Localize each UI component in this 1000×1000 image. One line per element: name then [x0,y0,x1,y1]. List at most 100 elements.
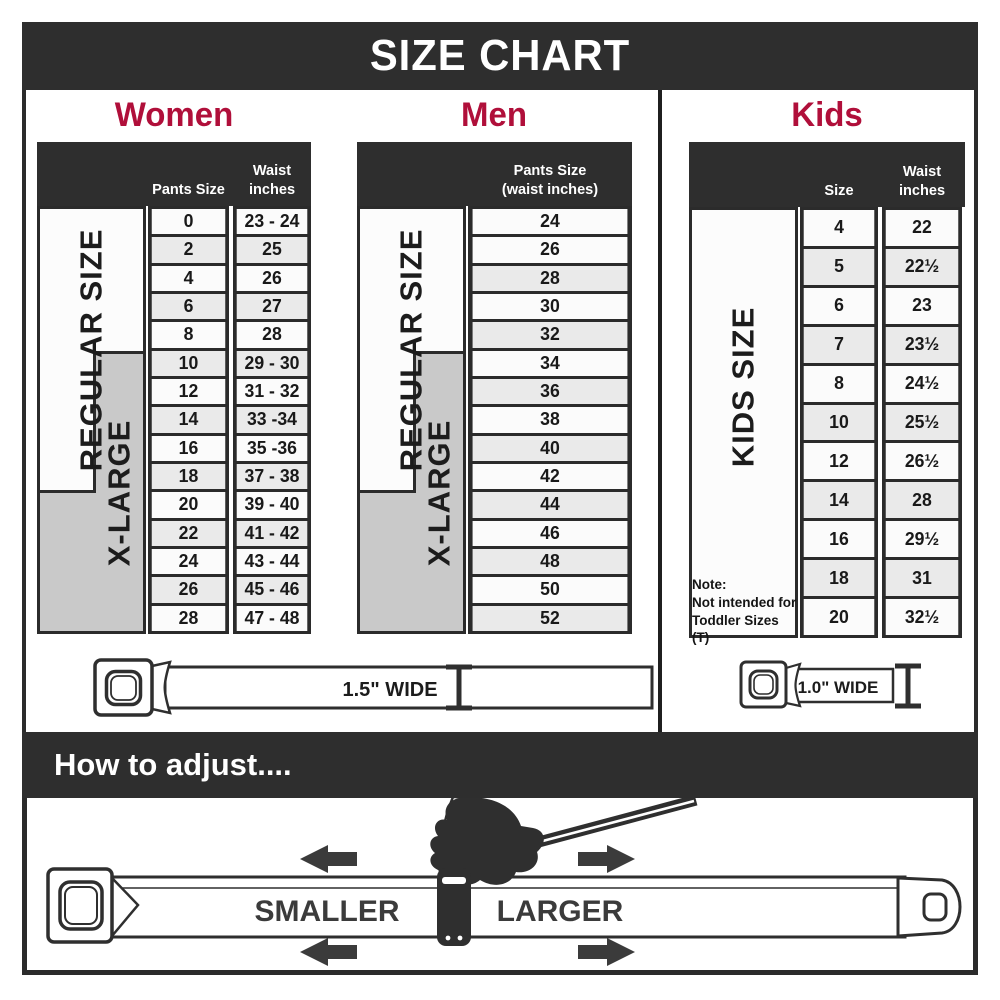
table-cell: 14 [803,482,875,519]
table-cell: 28 [472,265,628,291]
table-cell: 28 [885,482,959,519]
table-cell: 23½ [885,326,959,363]
kids-section-divider [658,90,662,732]
kids-note-line1: Note: [692,577,727,592]
table-cell: 22 [151,520,226,546]
women-xlarge-box [37,351,146,634]
how-to-adjust-heading: How to adjust.... [54,747,292,782]
belt-tip-slot [922,892,948,922]
table-cell: 50 [472,577,628,603]
table-cell: 2 [151,237,226,263]
men-heading: Men [461,96,527,134]
kids-belt-illustration: 1.0" WIDE [739,660,921,709]
women-col2-header-line2: inches [248,181,296,198]
table-cell: 6 [803,287,875,324]
table-cell: 4 [151,265,226,291]
table-cell: 28 [151,605,226,631]
table-cell: 41 - 42 [236,520,308,546]
table-cell: 39 - 40 [236,492,308,518]
table-cell: 45 - 46 [236,577,308,603]
men-table-header: Pants Size (waist inches) [357,142,632,206]
table-cell: 47 - 48 [236,605,308,631]
men-col-header-line2: (waist inches) [501,181,599,198]
table-cell: 10 [803,404,875,441]
main-chart-frame [22,90,978,732]
arrow-left-icon [300,938,357,966]
belt-strap [163,665,654,710]
table-cell: 29 - 30 [236,350,308,376]
table-cell: 12 [151,378,226,405]
men-col-header: Pants Size (waist inches) [470,161,629,199]
adjust-belt-illustration: SMALLER LARGER [46,794,962,966]
table-cell: 12 [803,443,875,480]
vertical-label-text: KIDS SIZE [725,306,761,468]
table-cell: 24 [151,548,226,575]
table-cell: 10 [151,350,226,376]
table-cell: 32½ [885,599,959,635]
men-size-column: 24 26 28 30 32 34 36 38 40 42 44 46 48 50 52 [468,206,632,634]
table-cell: 40 [472,435,628,461]
table-cell: 14 [151,407,226,433]
table-cell: 20 [151,492,226,518]
table-cell: 32 [472,322,628,348]
how-to-adjust-band: How to adjust.... [22,732,978,798]
women-table-header: Pants Size Waist inches [37,142,311,206]
women-col1-header: Pants Size [152,181,225,198]
kids-size-column: 4 5 6 7 8 10 12 14 16 18 20 [800,207,878,638]
kids-waist-column: 22 22½ 23 23½ 24½ 25½ 26½ 28 29½ 31 32½ [882,207,962,638]
kids-note-line2: Not intended for [692,594,797,610]
table-cell: 30 [472,293,628,320]
page-title: SIZE CHART [369,31,631,80]
table-cell: 46 [472,520,628,546]
kids-heading: Kids [791,96,863,134]
women-col2-header-line1: Waist [252,162,292,179]
vertical-label-text: X-LARGE [101,419,137,566]
pulling-hand-icon [430,797,544,885]
table-cell: 44 [472,492,628,518]
men-col-header-line1: Pants Size [513,162,587,179]
table-cell: 26 [472,237,628,263]
buckle-inner-line [110,675,137,701]
buckle-inner [104,669,143,707]
table-cell: 5 [803,248,875,285]
table-cell: 7 [803,326,875,363]
women-size-column: 0 2 4 6 8 10 12 14 16 18 20 22 24 26 28 [148,206,229,634]
table-cell: 4 [803,210,875,246]
direction-arrows [300,845,635,966]
kids-table-header: Size Waist inches [689,142,965,207]
table-cell: 22½ [885,248,959,285]
kids-col2-header: Waist inches [883,162,961,200]
smaller-label: SMALLER [255,895,400,928]
men-xlarge-label: X-LARGE [413,351,466,634]
table-cell: 16 [151,435,226,461]
table-cell: 52 [472,605,628,631]
table-cell: 0 [151,209,226,235]
buckle-inner [58,880,104,931]
i-beam-width-marker-icon [895,663,921,709]
table-cell: 6 [151,293,226,320]
vertical-label-text: X-LARGE [421,419,457,566]
kids-size-label: KIDS SIZE [689,207,798,567]
table-cell: 26 [151,577,226,603]
buckle-tab [784,662,802,708]
table-cell: 25 [236,237,308,263]
table-cell: 24 [472,209,628,235]
adjuster-detail [457,935,463,941]
i-beam-width-marker-icon [446,664,472,711]
table-cell: 35 -36 [236,435,308,461]
table-cell: 37 - 38 [236,463,308,490]
table-cell: 23 - 24 [236,209,308,235]
how-to-adjust-frame [22,798,978,975]
table-cell: 43 - 44 [236,548,308,575]
table-cell: 38 [472,407,628,433]
table-cell: 8 [151,322,226,348]
table-cell: 16 [803,521,875,558]
table-cell: 31 - 32 [236,378,308,405]
buckle-inner-line [64,886,98,925]
table-cell: 18 [803,560,875,597]
table-cell: 23 [885,287,959,324]
buckle-tab [150,660,172,715]
men-xlarge-box [357,351,466,634]
